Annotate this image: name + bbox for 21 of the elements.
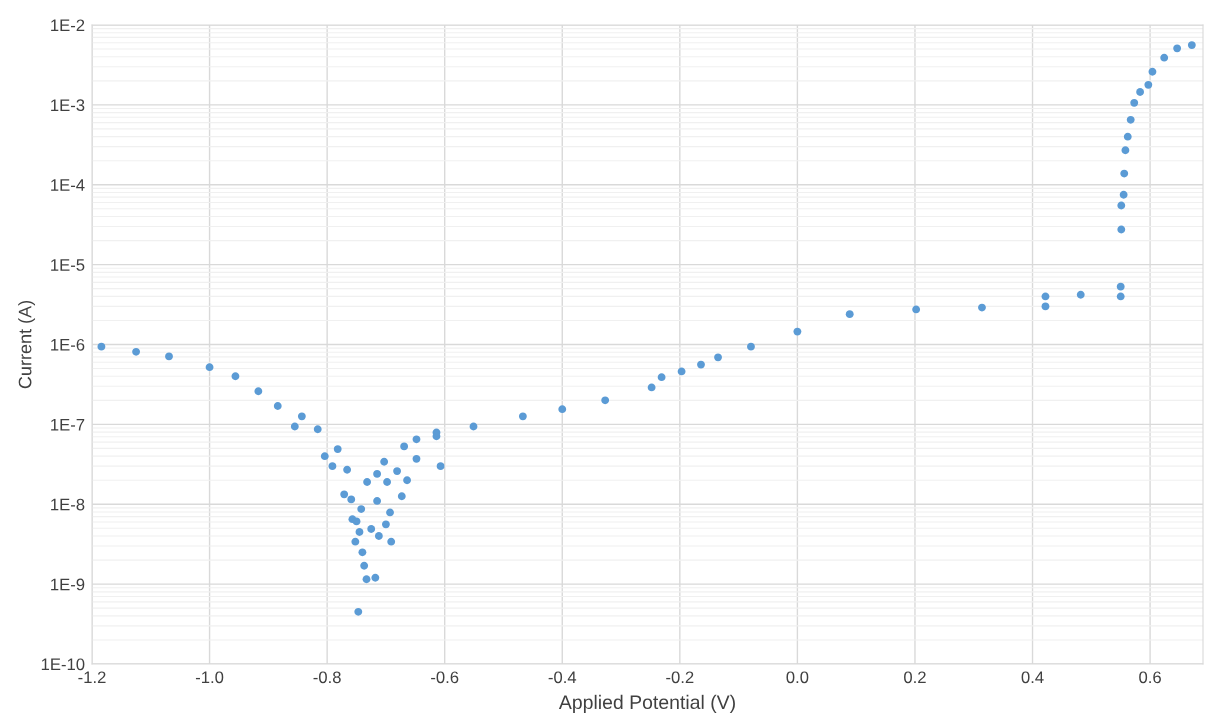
- x-tick-label: 0.4: [1021, 671, 1044, 684]
- y-tick-label: 1E-5: [51, 259, 85, 271]
- y-tick-label: 1E-2: [51, 19, 85, 32]
- x-tick-label: -0.8: [313, 671, 341, 684]
- x-tick-label: -0.6: [431, 671, 459, 684]
- y-tick-label: 1E-8: [51, 498, 85, 511]
- y-tick-label: 1E-4: [51, 179, 85, 191]
- x-tick-label: -0.4: [548, 671, 577, 684]
- y-tick-label: 1E-3: [51, 99, 85, 112]
- x-tick-label: -0.2: [666, 671, 694, 684]
- y-tick-label: 1E-9: [51, 578, 85, 591]
- y-tick-label: 1E-7: [51, 418, 85, 431]
- x-tick-label: -1.2: [78, 671, 106, 684]
- y-tick-label: 1E-10: [41, 658, 85, 671]
- x-tick-label: 0.0: [786, 671, 809, 684]
- y-axis-title: Current (A): [18, 300, 36, 389]
- x-axis-title: Applied Potential (V): [558, 694, 735, 713]
- x-tick-label: 0.2: [904, 671, 926, 684]
- x-tick-label: 0.6: [1139, 671, 1161, 684]
- x-tick-label: -1.0: [195, 671, 224, 684]
- y-tick-label: 1E-6: [51, 338, 85, 351]
